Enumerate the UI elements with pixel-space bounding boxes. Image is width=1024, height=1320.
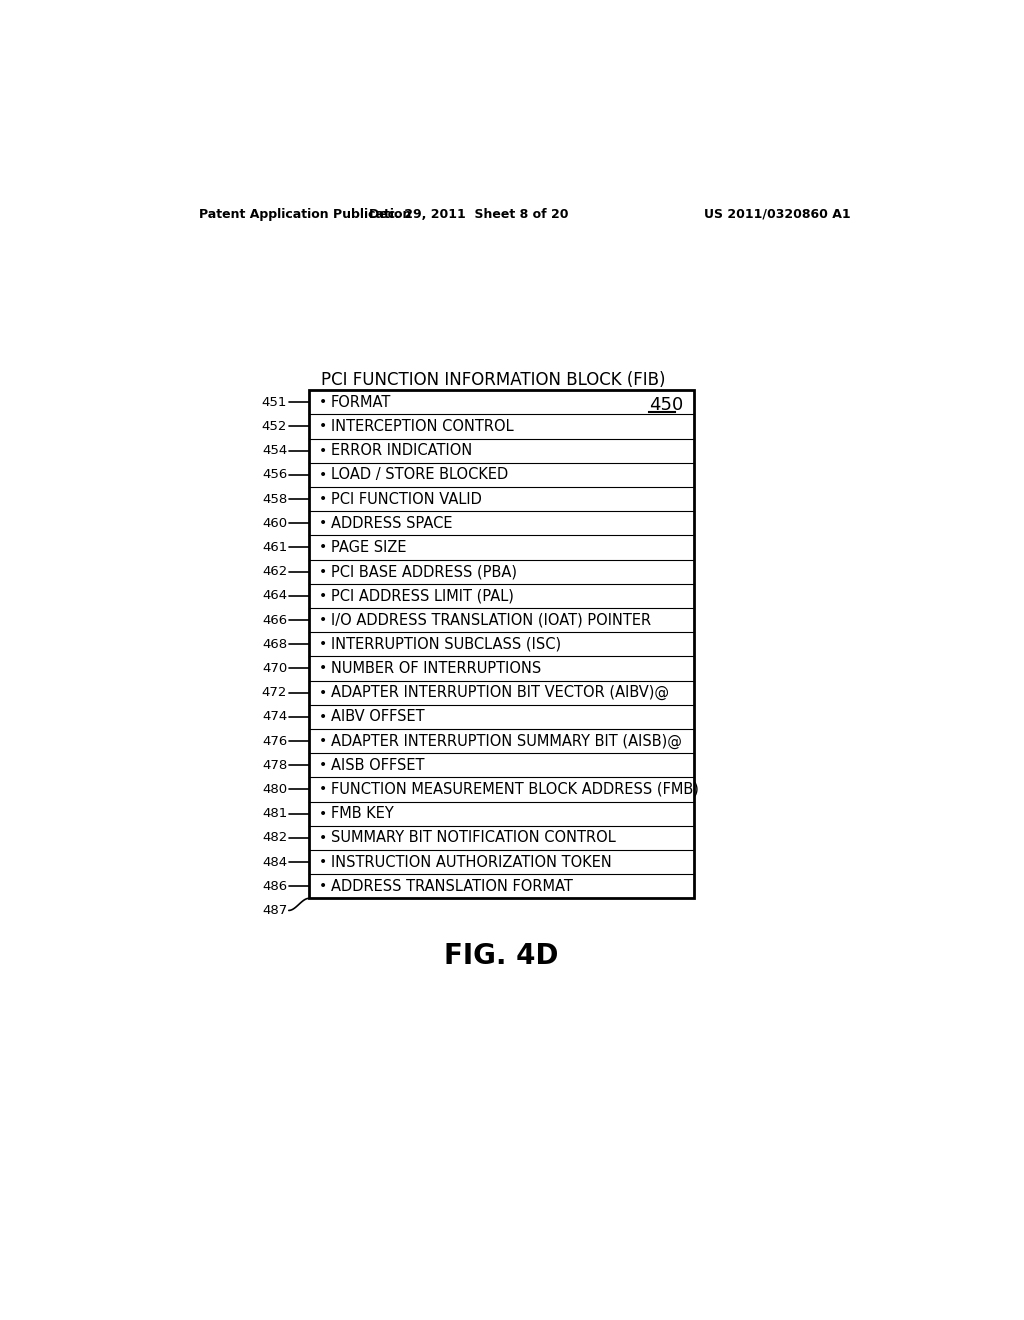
Text: •: • — [318, 565, 327, 578]
Text: •: • — [318, 855, 327, 869]
Text: INTERCEPTION CONTROL: INTERCEPTION CONTROL — [331, 418, 513, 434]
Text: •: • — [318, 807, 327, 821]
Text: FIG. 4D: FIG. 4D — [444, 942, 559, 970]
Text: •: • — [318, 444, 327, 458]
Text: FMB KEY: FMB KEY — [331, 807, 393, 821]
Text: 470: 470 — [262, 661, 288, 675]
Text: •: • — [318, 395, 327, 409]
Text: US 2011/0320860 A1: US 2011/0320860 A1 — [703, 207, 850, 220]
Text: PCI FUNCTION VALID: PCI FUNCTION VALID — [331, 491, 481, 507]
Text: PAGE SIZE: PAGE SIZE — [331, 540, 407, 554]
Text: •: • — [318, 758, 327, 772]
Text: AIBV OFFSET: AIBV OFFSET — [331, 709, 424, 725]
Text: FORMAT: FORMAT — [331, 395, 391, 409]
Text: INTERRUPTION SUBCLASS (ISC): INTERRUPTION SUBCLASS (ISC) — [331, 636, 561, 652]
Text: 466: 466 — [262, 614, 288, 627]
Text: PCI ADDRESS LIMIT (PAL): PCI ADDRESS LIMIT (PAL) — [331, 589, 513, 603]
Text: 478: 478 — [262, 759, 288, 772]
Text: 468: 468 — [262, 638, 288, 651]
Text: •: • — [318, 420, 327, 433]
Text: Dec. 29, 2011  Sheet 8 of 20: Dec. 29, 2011 Sheet 8 of 20 — [370, 207, 569, 220]
Text: 454: 454 — [262, 444, 288, 457]
Text: PCI BASE ADDRESS (PBA): PCI BASE ADDRESS (PBA) — [331, 564, 517, 579]
Text: •: • — [318, 638, 327, 651]
Text: •: • — [318, 879, 327, 894]
Text: •: • — [318, 734, 327, 748]
Text: Patent Application Publication: Patent Application Publication — [200, 207, 412, 220]
Text: ADAPTER INTERRUPTION BIT VECTOR (AIBV)@: ADAPTER INTERRUPTION BIT VECTOR (AIBV)@ — [331, 685, 669, 700]
Text: INSTRUCTION AUTHORIZATION TOKEN: INSTRUCTION AUTHORIZATION TOKEN — [331, 854, 611, 870]
Text: 486: 486 — [262, 879, 288, 892]
Text: •: • — [318, 783, 327, 796]
Text: I/O ADDRESS TRANSLATION (IOAT) POINTER: I/O ADDRESS TRANSLATION (IOAT) POINTER — [331, 612, 651, 627]
Text: •: • — [318, 516, 327, 531]
Text: 481: 481 — [262, 807, 288, 820]
Text: •: • — [318, 830, 327, 845]
Text: 482: 482 — [262, 832, 288, 845]
Text: •: • — [318, 589, 327, 603]
Text: 464: 464 — [262, 589, 288, 602]
Text: 450: 450 — [648, 396, 683, 414]
Text: ADDRESS TRANSLATION FORMAT: ADDRESS TRANSLATION FORMAT — [331, 879, 572, 894]
Text: ERROR INDICATION: ERROR INDICATION — [331, 444, 472, 458]
Text: AISB OFFSET: AISB OFFSET — [331, 758, 424, 772]
Bar — [309, 391, 694, 899]
Text: 462: 462 — [262, 565, 288, 578]
Text: FUNCTION MEASUREMENT BLOCK ADDRESS (FMB): FUNCTION MEASUREMENT BLOCK ADDRESS (FMB) — [331, 781, 698, 797]
Text: •: • — [318, 540, 327, 554]
Text: 476: 476 — [262, 734, 288, 747]
Text: LOAD / STORE BLOCKED: LOAD / STORE BLOCKED — [331, 467, 508, 482]
Text: •: • — [318, 661, 327, 676]
Text: •: • — [318, 612, 327, 627]
Text: 452: 452 — [262, 420, 288, 433]
Text: •: • — [318, 710, 327, 723]
Text: 451: 451 — [262, 396, 288, 409]
Text: PCI FUNCTION INFORMATION BLOCK (FIB): PCI FUNCTION INFORMATION BLOCK (FIB) — [322, 371, 666, 389]
Text: •: • — [318, 467, 327, 482]
Text: ADDRESS SPACE: ADDRESS SPACE — [331, 516, 453, 531]
Text: 460: 460 — [262, 516, 288, 529]
Text: 487: 487 — [262, 904, 288, 917]
Text: 480: 480 — [262, 783, 288, 796]
Text: 484: 484 — [262, 855, 288, 869]
Text: •: • — [318, 492, 327, 506]
Text: ADAPTER INTERRUPTION SUMMARY BIT (AISB)@: ADAPTER INTERRUPTION SUMMARY BIT (AISB)@ — [331, 734, 682, 748]
Text: 458: 458 — [262, 492, 288, 506]
Text: SUMMARY BIT NOTIFICATION CONTROL: SUMMARY BIT NOTIFICATION CONTROL — [331, 830, 615, 845]
Text: 472: 472 — [262, 686, 288, 700]
Text: 474: 474 — [262, 710, 288, 723]
Text: 461: 461 — [262, 541, 288, 554]
Text: •: • — [318, 685, 327, 700]
Text: 456: 456 — [262, 469, 288, 482]
Text: NUMBER OF INTERRUPTIONS: NUMBER OF INTERRUPTIONS — [331, 661, 541, 676]
